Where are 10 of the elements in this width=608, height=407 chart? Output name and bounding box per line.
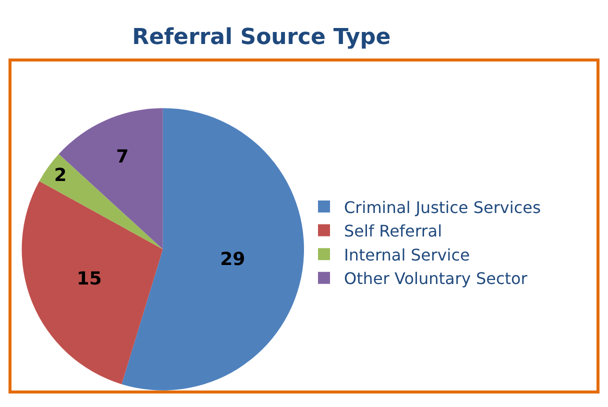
legend-label: Self Referral xyxy=(344,222,442,241)
legend-label: Internal Service xyxy=(344,245,470,264)
data-label: 15 xyxy=(76,268,102,290)
pie-slice xyxy=(22,181,163,384)
legend-label: Other Voluntary Sector xyxy=(344,269,528,288)
legend-label: Criminal Justice Services xyxy=(344,198,541,217)
data-label: 2 xyxy=(54,165,67,186)
chart-title: Referral Source Type xyxy=(132,24,391,50)
data-label: 29 xyxy=(220,249,246,270)
data-label: 7 xyxy=(116,146,129,168)
